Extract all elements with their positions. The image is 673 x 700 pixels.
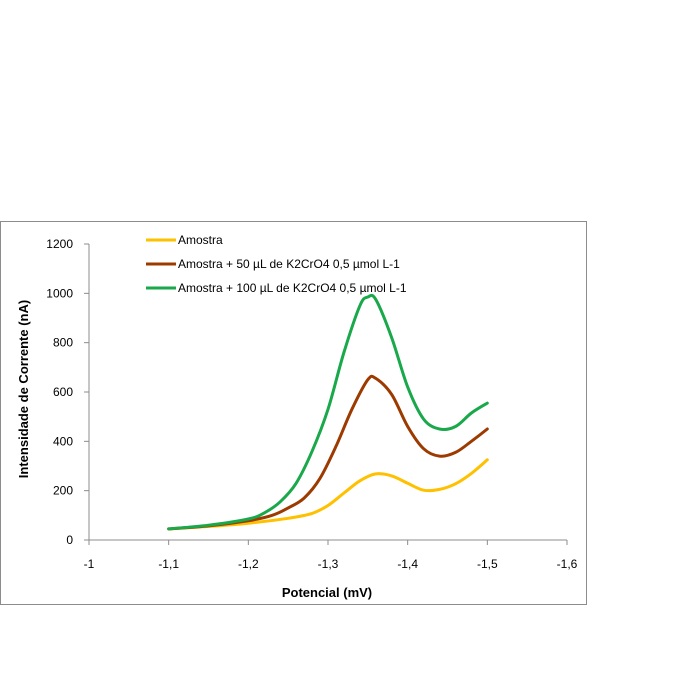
y-ticks: 0 200 400 600 800 1000 1200 bbox=[46, 237, 89, 547]
plot-lines bbox=[167, 293, 489, 531]
y-tick-label: 1200 bbox=[46, 237, 73, 251]
y-tick-label: 200 bbox=[53, 484, 73, 498]
legend-label-3: Amostra + 100 µL de K2CrO4 0,5 µmol L-1 bbox=[178, 281, 407, 295]
series-line-1 bbox=[167, 458, 489, 531]
y-axis-title: Intensidade de Corrente (nA) bbox=[16, 300, 31, 478]
y-tick-label: 600 bbox=[53, 385, 73, 399]
legend-label-2: Amostra + 50 µL de K2CrO4 0,5 µmol L-1 bbox=[178, 257, 400, 271]
y-tick-label: 400 bbox=[53, 434, 73, 448]
axes: 0 200 400 600 800 1000 1200 -1 -1,1 -1,2 -1,3 -1,4… bbox=[46, 237, 577, 571]
x-tick-label: -1,6 bbox=[557, 557, 578, 571]
x-tick-label: -1,2 bbox=[238, 557, 259, 571]
x-tick-label: -1,5 bbox=[477, 557, 498, 571]
y-tick-label: 1000 bbox=[46, 286, 73, 300]
x-tick-label: -1,4 bbox=[397, 557, 418, 571]
x-tick-label: -1 bbox=[84, 557, 95, 571]
chart-area bbox=[0, 221, 587, 605]
x-ticks: -1 -1,1 -1,2 -1,3 -1,4 -1,5 -1,6 bbox=[84, 540, 578, 571]
x-tick-label: -1,3 bbox=[318, 557, 339, 571]
legend: Amostra Amostra + 50 µL de K2CrO4 0,5 µmo… bbox=[146, 233, 407, 295]
legend-label-1: Amostra bbox=[178, 233, 223, 247]
x-axis-title: Potencial (mV) bbox=[282, 585, 372, 600]
x-tick-label: -1,1 bbox=[158, 557, 179, 571]
series-line-2 bbox=[167, 374, 489, 531]
y-tick-label: 0 bbox=[66, 533, 73, 547]
series-line-3 bbox=[167, 293, 489, 531]
y-tick-label: 800 bbox=[53, 336, 73, 350]
